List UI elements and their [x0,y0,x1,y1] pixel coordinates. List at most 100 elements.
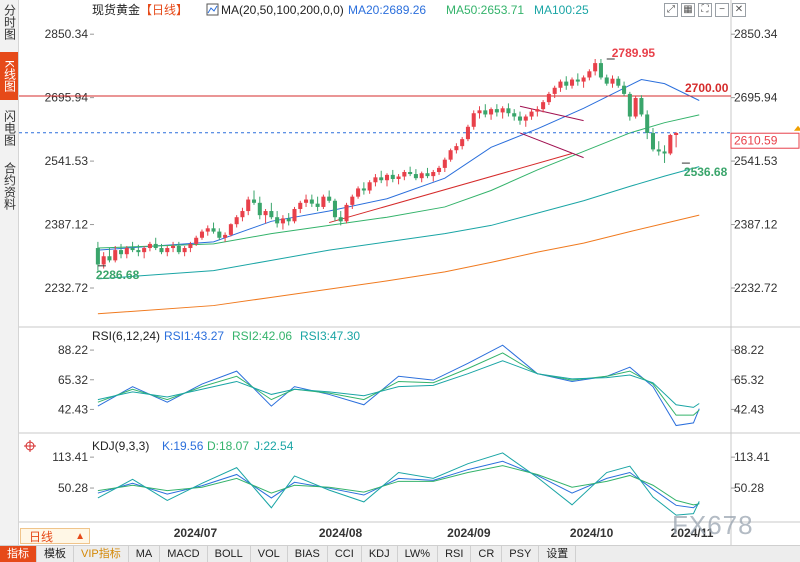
indicator-tab-psy-13[interactable]: PSY [502,546,540,562]
indicator-tab-ma-3[interactable]: MA [129,546,161,562]
indicator-tab-macd-4[interactable]: MACD [160,546,208,562]
fullscreen-icon[interactable]: ⛶ [698,3,712,17]
x-tick-label: 2024/10 [570,526,614,540]
low-label: 2536.68 [684,165,728,179]
candle-body [124,248,129,255]
candle-body [437,167,442,172]
ma-settings-icon [206,3,219,16]
candle-body [171,245,176,249]
candle-body [118,250,124,255]
side-tab-2[interactable]: 闪电图 [2,110,17,146]
rsi-y-tick-right: 65.32 [734,373,764,387]
candle-body [107,256,112,261]
kdj-y-tick-right: 50.28 [734,481,764,495]
candle-body [535,109,540,112]
candle-body [645,114,650,133]
indicator-tab-lw-10[interactable]: LW% [398,546,439,562]
side-panel: 分时图 K线图闪电图合约资料 [0,0,19,545]
candle-body [413,174,418,179]
series-kdj-d-line [97,465,700,506]
candle-body [251,199,257,203]
close-icon[interactable]: ✕ [732,3,746,17]
candle-body [182,248,187,253]
indicator-tab-boll-5[interactable]: BOLL [208,546,251,562]
candle-body [176,245,181,253]
candle-body [304,199,309,203]
series-ma50-line [97,114,700,249]
period-label: 【日线】 [140,3,188,17]
candle-body [315,203,320,207]
candle-body [298,202,303,209]
candle-body [211,228,216,232]
series-rsi1-line [97,344,700,427]
candle-body [529,111,534,117]
indicator-tab--14[interactable]: 设置 [539,546,577,562]
candle-body [159,248,164,253]
kdj-k-value: K:19.56 [162,439,204,453]
chart-canvas[interactable]: 2850.34 2850.34 2695.94 2695.94 2541.53 2541.… [0,0,800,545]
kdj-j-value: J:22.54 [254,439,294,453]
kdj-title: KDJ(9,3,3) [92,439,149,453]
candle-body [442,159,447,168]
candle-body [627,93,632,117]
candle-body [564,81,569,86]
candle-body [610,78,615,84]
candle-body [650,132,656,150]
candle-body [332,200,337,218]
candle-body [512,113,517,117]
indicator-tab-kdj-9[interactable]: KDJ [362,546,398,562]
main-y-tick-left: 2232.72 [45,281,89,295]
period-selector-label: 日线 [29,530,54,544]
candle-body [460,139,465,147]
indicator-tab--0[interactable]: 指标 [0,546,37,562]
candle-body [419,173,424,179]
indicator-tab-bias-7[interactable]: BIAS [288,546,328,562]
ma-settings-icon-line [207,5,218,14]
watermark-logo: FX678 [672,510,754,540]
series-rsi3-line [97,360,700,408]
rsi3-value: RSI3:47.30 [300,329,360,343]
period-selector[interactable]: 日线 ▲ [20,528,90,544]
candle-body [587,71,592,78]
side-tab-3[interactable]: 合约资料 [2,162,17,210]
candle-body [402,172,407,177]
x-tick-label: 2024/08 [319,526,363,540]
indicator-tab-rsi-11[interactable]: RSI [438,546,472,562]
candle-body [147,243,152,249]
candle-body [321,196,326,207]
candle-body [639,98,644,115]
candle-body [396,176,401,179]
candle-body [373,177,378,183]
candle-body [558,81,563,88]
indicator-tab-cr-12[interactable]: CR [471,546,503,562]
price-arrow-icon [794,125,800,131]
chart-toolbar: ⤢ ▦ ⛶ − ✕ [664,3,749,17]
candle-body [228,224,233,235]
main-y-tick-right: 2232.72 [734,281,778,295]
rsi-title: RSI(6,12,24) [92,329,160,343]
expand-icon[interactable]: ⤢ [664,3,678,17]
grid-icon[interactable]: ▦ [681,3,695,17]
candle-body [379,177,384,181]
candle-body [546,93,551,103]
minus-icon[interactable]: − [715,3,729,17]
candle-body [483,110,488,115]
candle-body [246,199,251,212]
candle-body [506,108,511,114]
indicator-tab-vip-2[interactable]: VIP指标 [74,546,129,562]
instrument-name: 现货黄金 [92,2,140,17]
indicator-tab-cci-8[interactable]: CCI [328,546,362,562]
indicator-tab--1[interactable]: 模板 [37,546,74,562]
candle-body [327,196,332,201]
side-tab-0[interactable]: 分时图 [2,4,17,40]
indicator-tab-vol-6[interactable]: VOL [251,546,288,562]
candle-body [570,79,575,86]
candle-body [622,85,627,94]
main-y-tick-right: 2541.53 [734,154,778,168]
level-line-label: 2700.00 [685,81,729,95]
candle-body [194,237,199,244]
side-tab-1[interactable]: K线图 [0,52,18,100]
rsi-y-tick-right: 88.22 [734,343,764,357]
trend-line [519,105,584,122]
candle-body [344,204,349,222]
